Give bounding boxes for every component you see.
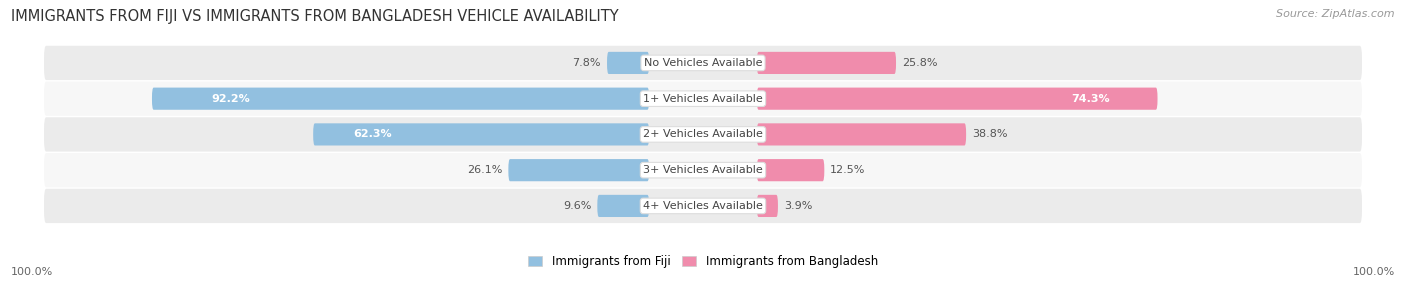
FancyBboxPatch shape — [44, 82, 1362, 116]
FancyBboxPatch shape — [756, 52, 896, 74]
Text: 100.0%: 100.0% — [1353, 267, 1395, 277]
Text: 100.0%: 100.0% — [11, 267, 53, 277]
Text: 92.2%: 92.2% — [212, 94, 250, 104]
Text: 9.6%: 9.6% — [562, 201, 592, 211]
FancyBboxPatch shape — [44, 117, 1362, 152]
Text: 2+ Vehicles Available: 2+ Vehicles Available — [643, 130, 763, 139]
Text: 3.9%: 3.9% — [785, 201, 813, 211]
Text: No Vehicles Available: No Vehicles Available — [644, 58, 762, 68]
Text: 1+ Vehicles Available: 1+ Vehicles Available — [643, 94, 763, 104]
FancyBboxPatch shape — [756, 123, 966, 146]
FancyBboxPatch shape — [756, 159, 824, 181]
FancyBboxPatch shape — [314, 123, 650, 146]
Text: 7.8%: 7.8% — [572, 58, 600, 68]
Text: 26.1%: 26.1% — [467, 165, 502, 175]
Text: 25.8%: 25.8% — [903, 58, 938, 68]
FancyBboxPatch shape — [44, 189, 1362, 223]
FancyBboxPatch shape — [44, 46, 1362, 80]
Text: IMMIGRANTS FROM FIJI VS IMMIGRANTS FROM BANGLADESH VEHICLE AVAILABILITY: IMMIGRANTS FROM FIJI VS IMMIGRANTS FROM … — [11, 9, 619, 23]
Text: 3+ Vehicles Available: 3+ Vehicles Available — [643, 165, 763, 175]
FancyBboxPatch shape — [509, 159, 650, 181]
FancyBboxPatch shape — [152, 88, 650, 110]
FancyBboxPatch shape — [756, 88, 1157, 110]
Text: 74.3%: 74.3% — [1071, 94, 1109, 104]
Text: 38.8%: 38.8% — [972, 130, 1008, 139]
Text: Source: ZipAtlas.com: Source: ZipAtlas.com — [1277, 9, 1395, 19]
FancyBboxPatch shape — [607, 52, 650, 74]
Legend: Immigrants from Fiji, Immigrants from Bangladesh: Immigrants from Fiji, Immigrants from Ba… — [523, 250, 883, 273]
FancyBboxPatch shape — [44, 153, 1362, 187]
Text: 12.5%: 12.5% — [831, 165, 866, 175]
FancyBboxPatch shape — [598, 195, 650, 217]
FancyBboxPatch shape — [756, 195, 778, 217]
Text: 62.3%: 62.3% — [353, 130, 392, 139]
Text: 4+ Vehicles Available: 4+ Vehicles Available — [643, 201, 763, 211]
